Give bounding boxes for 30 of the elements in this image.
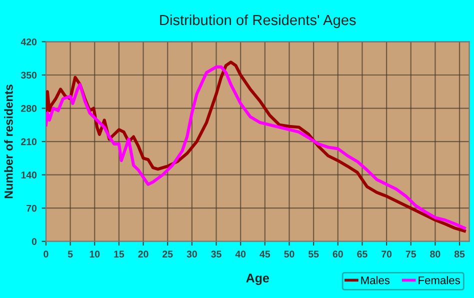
x-tick-label: 5	[68, 250, 73, 258]
x-tick-label: 0	[44, 250, 48, 258]
x-tick-label: 30	[186, 250, 197, 258]
x-axis-title: Age	[246, 274, 269, 286]
legend-label: Males	[361, 276, 390, 284]
x-tick-label: 15	[114, 250, 124, 258]
y-tick-label: 350	[20, 72, 37, 79]
x-tick-label: 75	[406, 250, 416, 258]
x-tick-label: 55	[308, 250, 319, 258]
x-tick-label: 65	[357, 250, 368, 258]
x-tick-label: 50	[284, 250, 294, 258]
y-axis-title: Number of residents	[4, 84, 13, 198]
y-tick-label: 0	[32, 238, 37, 245]
x-tick-label: 25	[162, 250, 173, 258]
x-tick-label: 35	[211, 250, 222, 258]
x-tick-label: 70	[382, 250, 392, 258]
y-tick-label: 210	[21, 138, 37, 146]
x-tick-label: 40	[235, 250, 246, 258]
y-tick-label: 70	[26, 204, 37, 212]
y-tick-label: 140	[21, 172, 37, 178]
x-tick-label: 80	[430, 250, 440, 258]
chart-title: Distribution of Residents' Ages	[160, 14, 356, 28]
x-tick-label: 10	[90, 250, 100, 258]
x-tick-label: 45	[260, 250, 270, 258]
x-tick-label: 20	[138, 250, 148, 258]
y-tick-label: 420	[20, 38, 37, 46]
legend-label: Females	[418, 276, 460, 284]
x-tick-label: 85	[454, 250, 465, 258]
x-tick-label: 60	[332, 250, 343, 258]
y-tick-label: 280	[21, 105, 37, 112]
